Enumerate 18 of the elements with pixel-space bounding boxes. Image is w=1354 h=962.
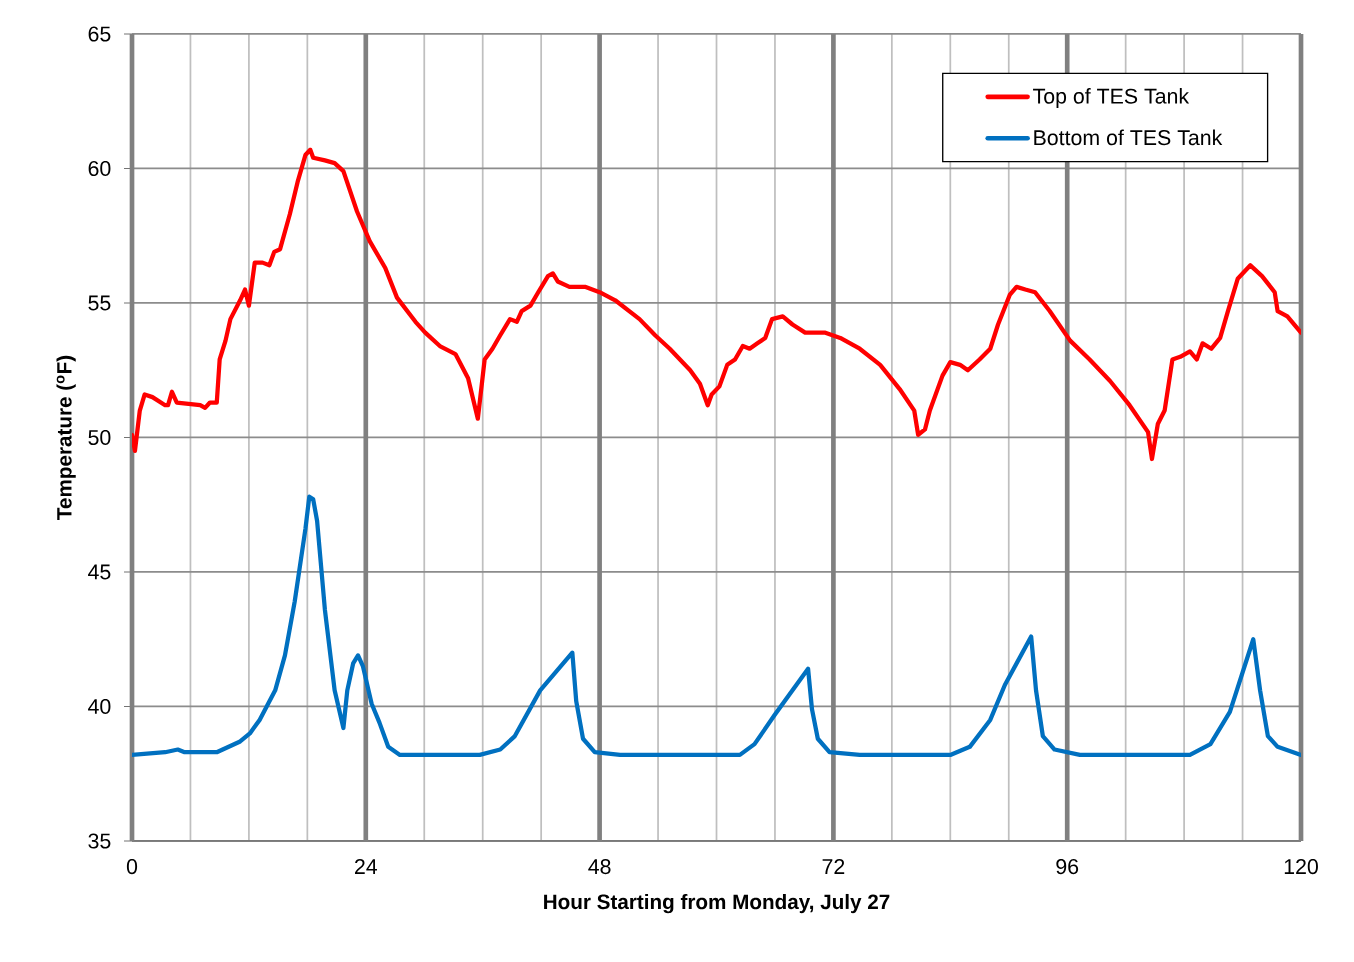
x-tick-label: 0 bbox=[126, 859, 138, 875]
x-tick-label: 72 bbox=[822, 859, 845, 874]
y-tick-label: 35 bbox=[88, 833, 111, 849]
y-tick-label: 40 bbox=[88, 698, 111, 715]
x-tick-label: 96 bbox=[1056, 859, 1079, 875]
y-tick-label: 45 bbox=[88, 564, 111, 580]
x-axis-title: Hour Starting from Monday, July 27 bbox=[544, 893, 890, 914]
line-series bbox=[132, 147, 1302, 462]
x-tick-label: 120 bbox=[1284, 859, 1318, 875]
y-tick-label: 65 bbox=[88, 26, 111, 42]
y-axis-title: Temperature ($^{o}$F) bbox=[56, 355, 76, 520]
legend-label: Bottom of TES Tank bbox=[1034, 129, 1223, 146]
x-tick-label: 24 bbox=[355, 859, 378, 874]
y-tick-label: 50 bbox=[88, 429, 111, 446]
legend-label: Top of TES Tank bbox=[1033, 88, 1190, 108]
y-tick-label: 60 bbox=[88, 160, 111, 177]
x-tick-label: 48 bbox=[588, 859, 611, 875]
y-tick-label: 55 bbox=[88, 295, 111, 311]
